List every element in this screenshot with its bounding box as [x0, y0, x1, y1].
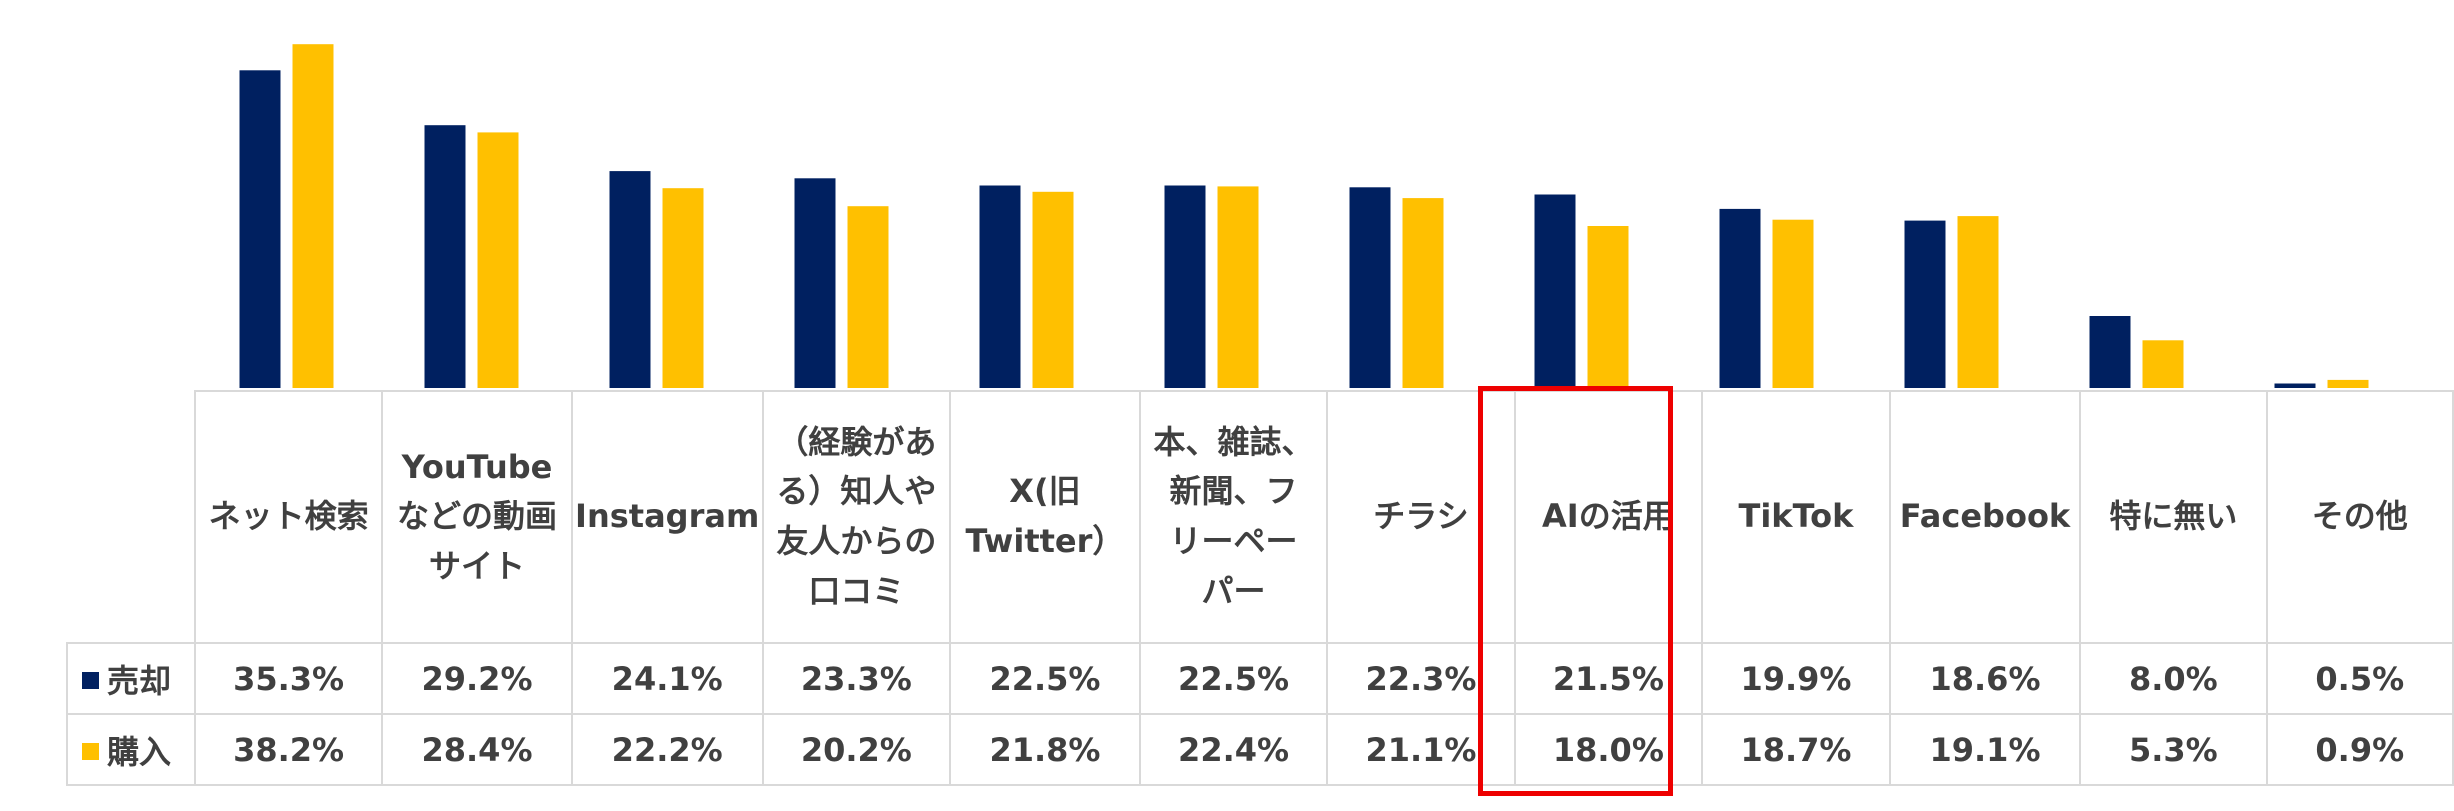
legend-label-sell: 売却: [107, 661, 172, 700]
category-label-0-line-0: ネット検索: [208, 497, 369, 536]
category-label-2-line-0: Instagram: [575, 497, 760, 536]
bar-sell-3: [794, 178, 836, 388]
bar-buy-6: [1402, 198, 1444, 388]
category-label-11: その他: [2265, 390, 2454, 644]
value-sell-1: 29.2%: [381, 642, 573, 715]
bar-sell-8: [1719, 208, 1761, 388]
bar-buy-10: [2142, 340, 2184, 388]
category-label-10: 特に無い: [2079, 390, 2268, 644]
legend-buy: 購入: [66, 713, 196, 786]
bar-sell-5: [1164, 185, 1206, 388]
legend-sell: 売却: [66, 642, 196, 715]
category-label-3-line-2: 友人からの: [776, 522, 937, 560]
category-label-3: （経験がある）知人や友人からの口コミ: [761, 390, 952, 644]
bar-buy-5: [1217, 186, 1259, 388]
category-label-1: YouTube などの動画サイト: [381, 390, 573, 644]
category-row: ネット検索 YouTube などの動画 サイト Instagram （経験があ る）知人や友…: [67, 390, 2454, 644]
value-buy-3: 20.2%: [761, 713, 952, 786]
category-label-9: Facebook: [1888, 390, 2082, 644]
bar-sell-11: [2274, 383, 2316, 388]
data-table: ネット検索 YouTube などの動画 サイト Instagram （経験があ る）知人や友…: [66, 390, 2454, 786]
value-buy-2: 22.2%: [570, 713, 764, 786]
series-row-sell: 売却 35.3% 29.2% 24.1% 23.3% 22.5% 22.5% 22.3% 21…: [66, 642, 2454, 715]
value-sell-0: 35.3%: [193, 642, 384, 715]
value-buy-10: 5.3%: [2079, 713, 2268, 786]
legend-swatch-sell: [82, 671, 99, 689]
category-label-6: チラシ: [1326, 390, 1516, 644]
bar-chart: [239, 44, 2369, 389]
value-buy-4: 21.8%: [949, 713, 1141, 786]
bar-sell-0: [239, 70, 281, 389]
bar-sell-7: [1534, 194, 1576, 388]
category-label-6-line-0: チラシ: [1373, 497, 1469, 536]
category-label-4-line-1: Twitter）: [965, 522, 1125, 560]
bar-buy-3: [847, 206, 889, 388]
category-label-3-line-1: る）知人や: [776, 472, 937, 511]
bar-sell-2: [609, 171, 651, 388]
legend-swatch-buy: [82, 742, 99, 760]
value-sell-7: 21.5%: [1513, 642, 1704, 715]
value-sell-11: 0.5%: [2265, 642, 2454, 715]
bars-group: [239, 44, 2369, 389]
category-label-7-line-0: AIの活用: [1542, 497, 1675, 536]
bar-buy-1: [477, 132, 519, 388]
category-label-3-line-0: （経験があ: [776, 422, 937, 461]
series-row-buy: 購入 38.2% 28.4% 22.2% 20.2% 21.8% 22.4% 21.1% 18…: [66, 713, 2454, 786]
value-buy-1: 28.4%: [381, 713, 573, 786]
value-sell-5: 22.5%: [1138, 642, 1329, 715]
value-buy-11: 0.9%: [2265, 713, 2454, 786]
value-buy-7: 18.0%: [1513, 713, 1704, 786]
value-sell-6: 22.3%: [1326, 642, 1516, 715]
bar-sell-4: [979, 185, 1021, 388]
category-label-4: X(旧 Twitter）: [949, 390, 1141, 644]
category-label-5-line-1: 新聞、フ: [1169, 472, 1298, 511]
category-label-0: ネット検索: [193, 390, 384, 644]
value-buy-5: 22.4%: [1138, 713, 1329, 786]
category-label-5-line-2: リーペー: [1169, 522, 1298, 560]
bar-buy-4: [1032, 191, 1074, 388]
value-buy-0: 38.2%: [193, 713, 384, 786]
bar-sell-1: [424, 125, 466, 388]
category-label-8: TikTok: [1701, 390, 1891, 644]
bar-buy-9: [1957, 216, 1999, 388]
value-sell-10: 8.0%: [2079, 642, 2268, 715]
table-corner: [67, 391, 195, 643]
category-label-2: Instagram: [570, 390, 764, 644]
category-label-8-line-0: TikTok: [1738, 497, 1854, 536]
category-label-5-line-3: パー: [1201, 571, 1266, 610]
legend-label-buy: 購入: [107, 732, 172, 771]
category-label-1-line-0: YouTube: [401, 447, 553, 486]
value-sell-8: 19.9%: [1701, 642, 1891, 715]
bar-buy-0: [292, 44, 334, 388]
category-label-5: 本、雑誌、新聞、フリーペーパー: [1138, 390, 1329, 644]
bar-buy-11: [2327, 379, 2369, 388]
category-label-11-line-0: その他: [2311, 497, 2408, 536]
category-label-7: AIの活用: [1513, 390, 1704, 644]
value-buy-8: 18.7%: [1701, 713, 1891, 786]
bar-buy-8: [1772, 219, 1814, 388]
bar-buy-2: [662, 188, 704, 388]
category-label-3-line-3: 口コミ: [808, 571, 905, 610]
category-label-1-line-1: などの動画: [396, 497, 557, 536]
value-sell-9: 18.6%: [1888, 642, 2082, 715]
bar-sell-9: [1904, 220, 1946, 388]
category-label-5-line-0: 本、雑誌、: [1153, 422, 1314, 461]
bar-sell-6: [1349, 187, 1391, 388]
category-label-4-line-0: X(旧: [1009, 472, 1081, 511]
bar-buy-7: [1587, 226, 1629, 388]
category-label-10-line-0: 特に無い: [2109, 497, 2238, 536]
bar-sell-10: [2089, 316, 2131, 388]
category-label-1-line-2: サイト: [428, 546, 525, 585]
value-buy-9: 19.1%: [1888, 713, 2082, 786]
category-label-9-line-0: Facebook: [1899, 497, 2071, 536]
value-sell-3: 23.3%: [761, 642, 952, 715]
value-buy-6: 21.1%: [1326, 713, 1516, 786]
value-sell-4: 22.5%: [949, 642, 1141, 715]
value-sell-2: 24.1%: [570, 642, 764, 715]
